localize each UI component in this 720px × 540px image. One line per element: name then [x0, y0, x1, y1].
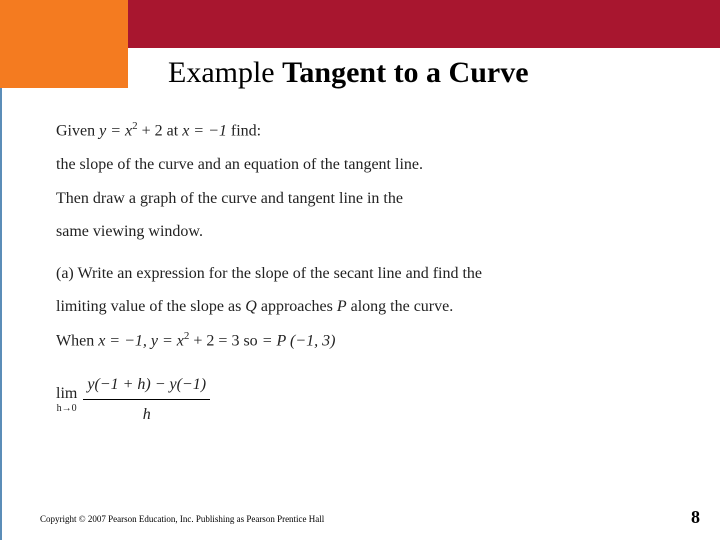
- given-x: x = −1: [182, 122, 227, 139]
- copyright-text: Copyright © 2007 Pearson Education, Inc.…: [40, 514, 324, 524]
- accent-block: [0, 0, 128, 88]
- given-at: at: [163, 122, 183, 139]
- lim-symbol: lim h→0: [56, 386, 77, 414]
- var-q: Q: [245, 298, 257, 315]
- when-y: y = x: [151, 332, 184, 349]
- title-bold: Tangent to a Curve: [282, 56, 528, 89]
- line4: same viewing window.: [56, 219, 666, 245]
- part-a-line2: limiting value of the slope as Q approac…: [56, 294, 666, 320]
- given-rhs: = x: [106, 122, 132, 139]
- frac-num: y(−1 + h) − y(−1): [83, 372, 210, 401]
- when-x: x = −1,: [98, 332, 151, 349]
- lim-label: lim: [56, 385, 77, 402]
- page-number: 8: [691, 507, 700, 528]
- slide-title: Example Tangent to a Curve: [168, 56, 529, 90]
- given-find: find:: [227, 122, 261, 139]
- frac-den: h: [83, 400, 210, 428]
- when-point: = P (−1, 3): [262, 332, 336, 349]
- part-a-text4: along the curve.: [347, 298, 454, 315]
- given-prefix: Given: [56, 122, 99, 139]
- lim-sub: h→0: [56, 404, 77, 414]
- when-so: so: [239, 332, 261, 349]
- line2: the slope of the curve and an equation o…: [56, 152, 666, 178]
- title-prefix: Example: [168, 56, 282, 89]
- part-a-label: (a): [56, 265, 74, 282]
- fraction: y(−1 + h) − y(−1) h: [83, 372, 210, 428]
- when-tail: + 2 = 3: [189, 332, 239, 349]
- given-tail: + 2: [138, 122, 163, 139]
- part-a-line1: (a) Write an expression for the slope of…: [56, 261, 666, 287]
- given-line: Given y = x2 + 2 at x = −1 find:: [56, 118, 666, 144]
- accent-line: [0, 88, 12, 540]
- part-a-text1: Write an expression for the slope of the…: [74, 265, 482, 282]
- when-line: When x = −1, y = x2 + 2 = 3 so = P (−1, …: [56, 328, 666, 354]
- slide-content: Given y = x2 + 2 at x = −1 find: the slo…: [56, 118, 666, 428]
- var-p: P: [337, 298, 347, 315]
- part-a-text2: limiting value of the slope as: [56, 298, 245, 315]
- part-a-text3: approaches: [257, 298, 337, 315]
- limit-expression: lim h→0 y(−1 + h) − y(−1) h: [56, 372, 666, 428]
- when-prefix: When: [56, 332, 98, 349]
- line3: Then draw a graph of the curve and tange…: [56, 186, 666, 212]
